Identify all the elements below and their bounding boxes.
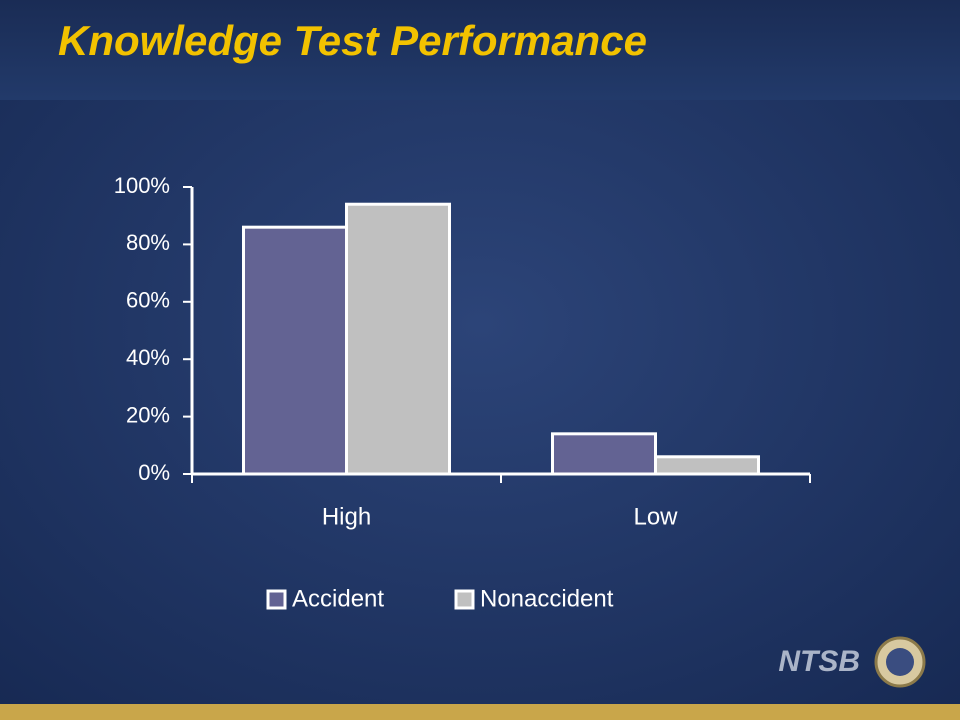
y-tick-label: 60% xyxy=(126,288,170,313)
y-tick-label: 40% xyxy=(126,345,170,370)
y-tick-label: 100% xyxy=(114,173,170,198)
y-tick-label: 20% xyxy=(126,402,170,427)
legend-swatch xyxy=(266,589,287,610)
legend-label: Nonaccident xyxy=(480,585,614,612)
legend-swatch xyxy=(454,589,475,610)
seal-center xyxy=(886,648,914,676)
bar xyxy=(551,432,657,476)
x-tick-label: High xyxy=(322,503,371,530)
legend-label: Accident xyxy=(292,585,384,612)
bottom-strip xyxy=(0,704,960,720)
y-tick-label: 0% xyxy=(138,460,170,485)
x-tick-label: Low xyxy=(633,503,678,530)
chart-title: Knowledge Test Performance xyxy=(58,17,647,64)
title-band xyxy=(0,0,960,100)
bar xyxy=(242,225,348,476)
bar xyxy=(654,455,760,476)
bar xyxy=(345,202,451,476)
y-tick-label: 80% xyxy=(126,230,170,255)
logo-text: NTSB xyxy=(778,645,860,678)
